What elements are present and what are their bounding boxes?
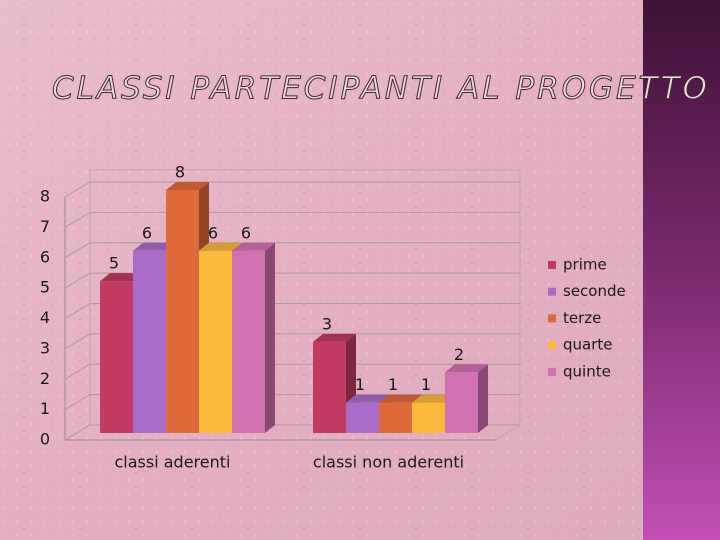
legend-swatch bbox=[548, 261, 556, 269]
data-label: 3 bbox=[322, 314, 332, 333]
bar-top bbox=[199, 242, 242, 251]
data-label: 6 bbox=[208, 223, 218, 242]
legend-swatch bbox=[548, 367, 556, 376]
bar-side bbox=[265, 242, 275, 433]
legend-label: quinte bbox=[563, 362, 611, 380]
bar-top bbox=[445, 364, 488, 373]
bar-side bbox=[478, 364, 488, 433]
y-tick-label: 8 bbox=[40, 187, 50, 206]
data-label: 1 bbox=[388, 375, 398, 394]
y-tick-label: 1 bbox=[40, 399, 50, 418]
data-label: 6 bbox=[241, 223, 251, 242]
y-tick-label: 4 bbox=[40, 308, 50, 327]
data-label: 1 bbox=[421, 375, 431, 394]
legend-swatch bbox=[548, 287, 556, 296]
data-label: 5 bbox=[109, 254, 119, 273]
legend-label: prime bbox=[563, 256, 607, 274]
legend-label: seconde bbox=[563, 282, 626, 300]
y-tick-label: 7 bbox=[40, 217, 50, 236]
legend-label: terze bbox=[563, 309, 601, 327]
data-label: 6 bbox=[142, 223, 152, 242]
grid-line bbox=[64, 242, 520, 259]
bar-top bbox=[313, 333, 356, 342]
bar bbox=[412, 402, 445, 433]
grid-line bbox=[64, 333, 520, 350]
bar bbox=[313, 341, 346, 433]
grid-line bbox=[64, 363, 520, 380]
y-tick-label: 5 bbox=[40, 278, 50, 297]
x-tick-label: classi non aderenti bbox=[313, 453, 464, 472]
legend-swatch bbox=[548, 314, 556, 323]
grid-line bbox=[64, 303, 520, 319]
side-strip bbox=[643, 0, 720, 540]
data-label: 1 bbox=[355, 375, 365, 394]
bar-top bbox=[412, 394, 455, 403]
y-tick-label: 0 bbox=[40, 430, 50, 449]
y-tick-label: 2 bbox=[40, 369, 50, 388]
grid-line bbox=[64, 181, 520, 198]
legend-swatch bbox=[548, 341, 556, 350]
legend-label: quarte bbox=[563, 336, 613, 354]
title: CLASSI PARTECIPANTI AL PROGETTO bbox=[52, 71, 710, 107]
bar bbox=[166, 190, 199, 433]
bar bbox=[445, 372, 478, 433]
bar bbox=[100, 281, 133, 433]
bar-top bbox=[100, 273, 143, 282]
bar-top bbox=[166, 182, 209, 190]
grid-line bbox=[64, 272, 520, 289]
x-tick-label: classi aderenti bbox=[115, 453, 231, 472]
bar-top bbox=[346, 394, 389, 403]
y-tick-label: 3 bbox=[40, 338, 50, 357]
bar-top bbox=[379, 394, 422, 403]
bar-top bbox=[232, 242, 275, 251]
bar-top bbox=[133, 242, 176, 251]
data-label: 8 bbox=[175, 163, 185, 182]
chart: 0 1 2 3 4 5 6 7 8 classi aderenti 5 6 8 6 6 classi non … bbox=[40, 163, 626, 472]
bar bbox=[199, 250, 232, 433]
bar bbox=[232, 250, 265, 433]
y-tick-label: 6 bbox=[40, 247, 50, 266]
bar bbox=[379, 402, 412, 433]
bar bbox=[133, 250, 166, 433]
grid-line bbox=[64, 211, 520, 228]
data-label: 2 bbox=[454, 345, 464, 364]
bar bbox=[346, 402, 379, 433]
